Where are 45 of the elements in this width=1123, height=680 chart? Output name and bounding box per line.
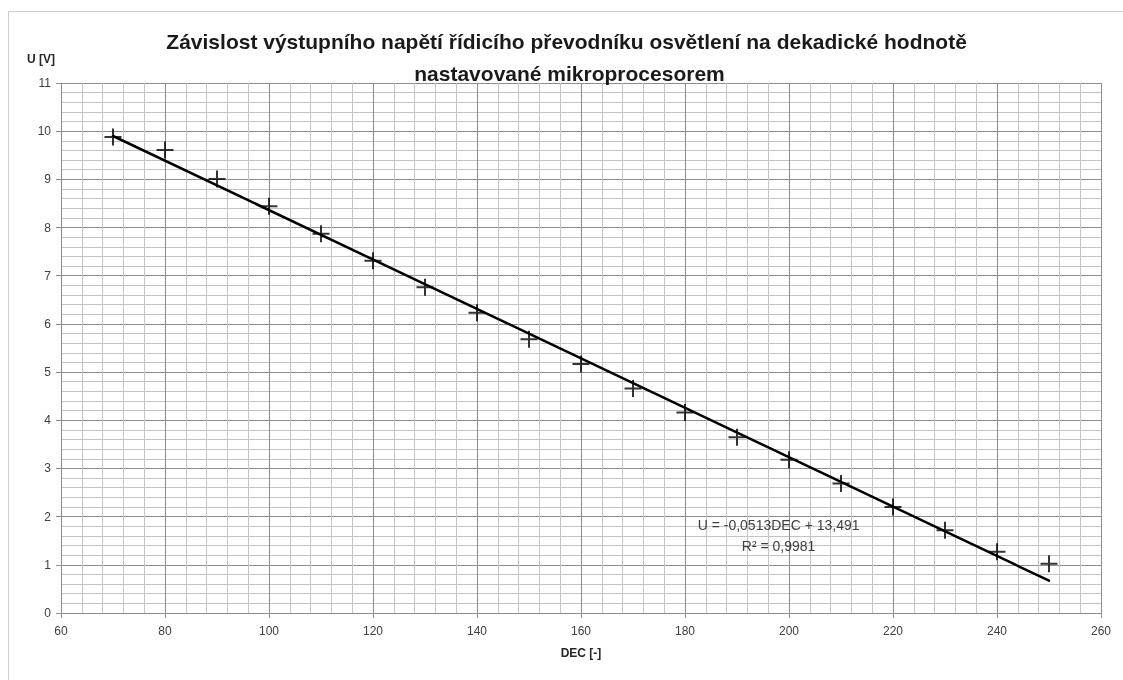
y-tick-label: 3 <box>44 461 52 476</box>
point <box>883 497 903 517</box>
point <box>987 542 1007 562</box>
x-tick-label: 240 <box>986 624 1008 638</box>
point <box>519 329 539 349</box>
point <box>1039 554 1059 574</box>
x-tick-label: 180 <box>674 624 696 638</box>
y-tick-label: 6 <box>44 316 52 331</box>
point <box>415 277 435 297</box>
y-tick-label: 10 <box>37 124 52 139</box>
point <box>779 450 799 470</box>
y-tick-label: 1 <box>44 557 52 572</box>
x-tick-label: 200 <box>778 624 800 638</box>
y-tick-label: 8 <box>44 220 52 235</box>
y-tick-label: 5 <box>44 365 52 380</box>
point <box>467 303 487 323</box>
x-axis-title: DEC [-] <box>560 646 602 660</box>
point <box>623 378 643 398</box>
point <box>935 520 955 540</box>
y-tick-label: 7 <box>44 268 52 283</box>
x-tick-label: 120 <box>362 624 384 638</box>
x-tick-label: 160 <box>570 624 592 638</box>
chart-title: Závislost výstupního napětí řídicího převodníku osvětlení na dekadické hodnotě nastavované mikroprocesorem <box>166 29 973 85</box>
x-tick-label: 220 <box>882 624 904 638</box>
y-axis-title: U [V] <box>27 52 55 66</box>
y-tick-label: 4 <box>44 413 52 428</box>
y-tick-label: 2 <box>44 509 52 524</box>
point <box>259 196 279 216</box>
point <box>571 354 591 374</box>
point <box>363 251 383 271</box>
x-tick-label: 140 <box>466 624 488 638</box>
x-tick-label: 80 <box>158 624 172 638</box>
point <box>727 427 747 447</box>
x-tick-label: 100 <box>258 624 280 638</box>
y-tick-label: 9 <box>44 172 52 187</box>
point <box>311 224 331 244</box>
point <box>155 140 175 160</box>
point <box>207 169 227 189</box>
x-tick-label: 60 <box>54 624 68 638</box>
y-tick-label: 0 <box>44 606 52 620</box>
x-tick-label: 260 <box>1090 624 1112 638</box>
y-tick-label: 11 <box>38 76 52 90</box>
point <box>675 403 695 423</box>
point <box>103 127 123 147</box>
point <box>831 473 851 493</box>
